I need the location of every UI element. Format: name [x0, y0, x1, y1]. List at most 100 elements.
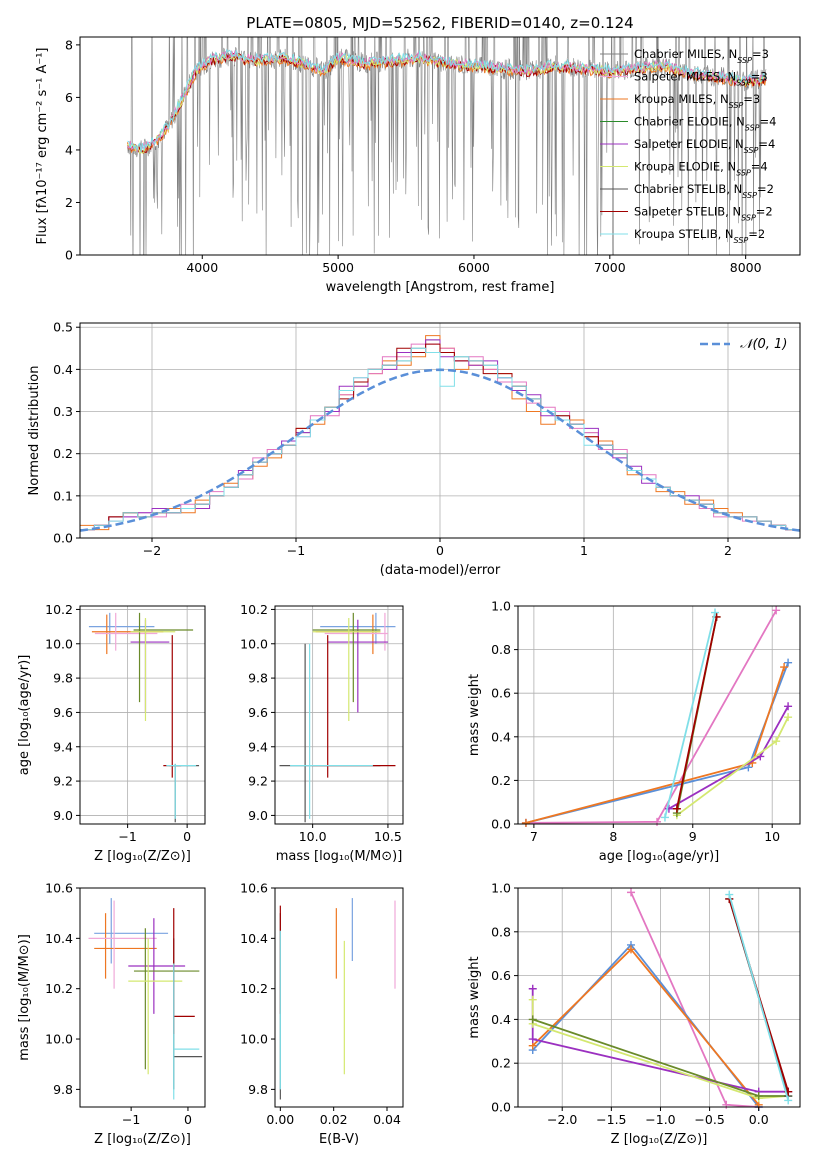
axes-frame — [79, 887, 206, 1108]
weight-marker — [528, 1035, 537, 1044]
y-tick-label: 0.8 — [491, 642, 511, 657]
y-tick-label: 0.0 — [53, 531, 73, 546]
axes-frame — [517, 605, 801, 825]
weight-marker — [528, 995, 537, 1004]
figure-title: PLATE=0805, MJD=52562, FIBERID=0140, z=0… — [246, 14, 633, 32]
y-axis-label: mass weight — [467, 956, 482, 1038]
y-tick-label: 0.6 — [491, 686, 511, 701]
weight-line — [531, 999, 789, 1100]
weight-marker — [711, 608, 720, 617]
y-tick-label: 10.6 — [240, 881, 268, 896]
y-tick-label: 6 — [65, 90, 73, 105]
legend-label: Kroupa MILES, NSSP=3 — [634, 92, 760, 110]
legend-label: 𝒩(0, 1) — [740, 337, 787, 352]
x-tick-label: 1 — [580, 543, 588, 558]
weight-marker — [528, 1015, 537, 1024]
x-tick-label: 0.04 — [373, 1112, 401, 1127]
weight-marker — [528, 984, 537, 993]
y-tick-label: 0.4 — [53, 362, 73, 377]
weight-marker — [772, 737, 781, 746]
x-tick-label: 7000 — [594, 260, 626, 275]
y-axis-label: Flux [fλ10⁻¹⁷ erg cm⁻² s⁻¹ A⁻¹] — [35, 48, 50, 245]
legend-label: Kroupa STELIB, NSSP=2 — [634, 227, 765, 245]
normal-curve — [79, 368, 801, 532]
axes-frame — [79, 605, 206, 825]
x-tick-label: −1 — [122, 1112, 140, 1127]
y-tick-label: 9.8 — [53, 1082, 73, 1097]
x-tick-label: 0.0 — [749, 1112, 769, 1127]
axes-frame — [274, 887, 404, 1108]
x-axis-label: wavelength [Angstrom, rest frame] — [326, 280, 555, 295]
y-tick-label: 0.2 — [491, 1056, 511, 1071]
x-tick-label: −2 — [143, 543, 161, 558]
weight-marker — [626, 945, 635, 954]
y-axis-label: age [log₁₀(age/yr)] — [17, 655, 32, 776]
panel-massweight_vs_age: 7 8 9 10 0.0 0.2 0.4 0.6 0.8 1.0 age [log₁₀(age/yr… — [467, 599, 801, 864]
x-axis-label: Z [log₁₀(Z/Z⊙)] — [94, 849, 191, 864]
weight-line — [728, 894, 790, 1101]
y-tick-label: 9.8 — [248, 671, 268, 686]
y-tick-label: 10.0 — [240, 636, 268, 651]
weight-marker — [626, 888, 635, 897]
y-tick-label: 0.0 — [491, 817, 511, 832]
y-tick-label: 0.4 — [491, 729, 511, 744]
x-tick-label: −1.5 — [596, 1112, 626, 1127]
y-tick-label: 9.8 — [248, 1082, 268, 1097]
legend-label: Chabrier ELODIE, NSSP=4 — [634, 115, 776, 133]
x-tick-label: 0 — [184, 1112, 192, 1127]
x-tick-label: −0.5 — [694, 1112, 724, 1127]
y-tick-label: 4 — [65, 142, 73, 157]
x-tick-label: 10.5 — [374, 829, 402, 844]
weight-marker — [722, 1100, 731, 1109]
x-tick-label: 10 — [764, 829, 780, 844]
weight-line — [664, 612, 716, 818]
y-tick-label: 0.2 — [491, 773, 511, 788]
x-axis-label: mass [log₁₀(M/M⊙)] — [276, 849, 403, 864]
weight-marker — [784, 702, 793, 711]
weight-marker — [784, 658, 793, 667]
y-tick-label: 9.0 — [248, 808, 268, 823]
weight-marker — [672, 804, 681, 813]
x-axis-label: E(B-V) — [319, 1132, 359, 1147]
x-axis-label: (data-model)/error — [380, 563, 501, 578]
y-tick-label: 9.6 — [53, 705, 73, 720]
weight-marker — [660, 813, 669, 822]
x-tick-label: 4000 — [186, 260, 218, 275]
y-tick-label: 10.6 — [45, 881, 73, 896]
y-tick-label: 1.0 — [491, 881, 511, 896]
x-tick-label: 9 — [689, 829, 697, 844]
weight-marker — [772, 606, 781, 615]
weight-marker — [780, 663, 789, 672]
x-tick-label: 2 — [724, 543, 732, 558]
x-tick-label: −1.0 — [645, 1112, 675, 1127]
legend-label: Salpeter MILES, NSSP=3 — [634, 70, 768, 88]
y-tick-label: 9.2 — [53, 774, 73, 789]
x-tick-label: 5000 — [322, 260, 354, 275]
weight-line — [525, 662, 789, 824]
weight-marker — [521, 818, 530, 827]
x-tick-label: 0 — [183, 829, 191, 844]
y-tick-label: 10.2 — [45, 602, 73, 617]
x-tick-label: 0 — [436, 543, 444, 558]
x-tick-label: 6000 — [458, 260, 490, 275]
legend-label: Chabrier MILES, NSSP=3 — [634, 47, 769, 65]
y-axis-label: mass weight — [467, 674, 482, 756]
y-tick-label: 0.8 — [491, 924, 511, 939]
panel-mass_vs_Z: −1 0 9.8 10.0 10.2 10.4 10.6 Z [log₁₀(Z/Z⊙)] mas… — [17, 881, 206, 1147]
y-tick-label: 9.8 — [53, 671, 73, 686]
legend-label: Salpeter ELODIE, NSSP=4 — [634, 137, 775, 155]
y-tick-label: 9.4 — [53, 739, 73, 754]
x-tick-label: −1 — [287, 543, 305, 558]
axes-frame — [274, 605, 404, 825]
y-tick-label: 9.6 — [248, 705, 268, 720]
y-tick-label: 0.3 — [53, 404, 73, 419]
weight-marker — [725, 890, 734, 899]
panel-age_vs_Z: −1 0 9.0 9.2 9.4 9.6 9.8 10.0 10.2 Z [log₁₀(Z/Z⊙)… — [17, 602, 206, 864]
x-tick-label: 0.02 — [320, 1112, 348, 1127]
y-tick-label: 10.0 — [45, 1032, 73, 1047]
y-tick-label: 10.2 — [240, 981, 268, 996]
y-tick-label: 10.4 — [240, 931, 268, 946]
y-tick-label: 10.2 — [240, 602, 268, 617]
y-tick-label: 10.2 — [45, 981, 73, 996]
